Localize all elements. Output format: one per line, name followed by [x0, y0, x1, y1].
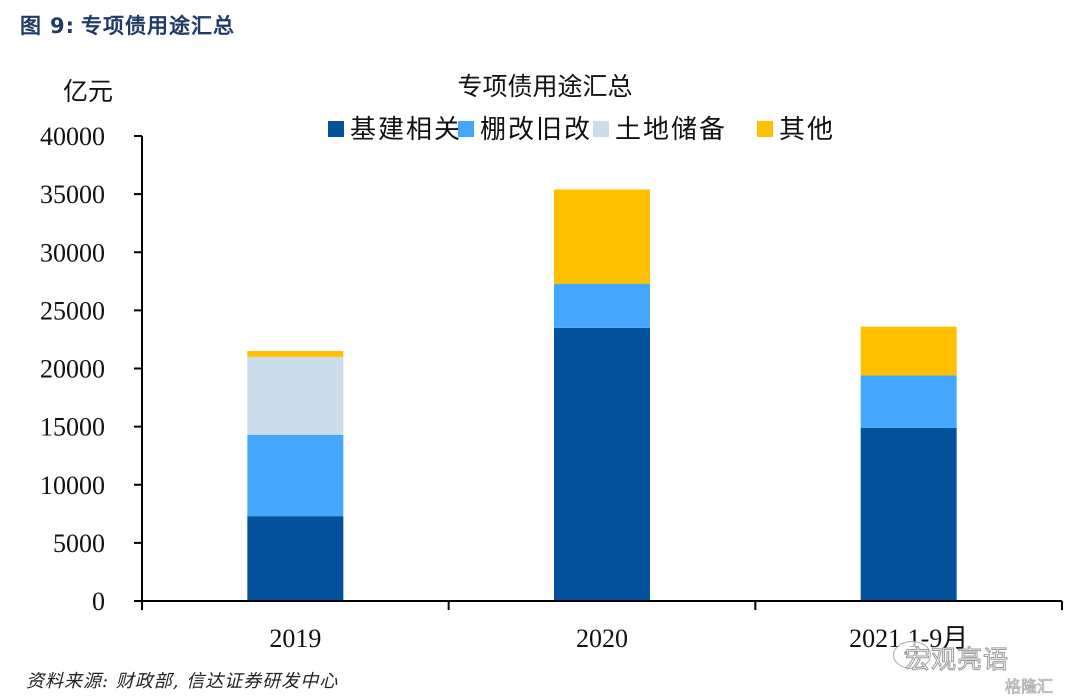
y-tick-label: 25000 [40, 296, 105, 325]
bar-segment-3 [247, 356, 344, 435]
legend-swatch [458, 121, 474, 137]
y-tick-label: 30000 [40, 238, 105, 267]
y-axis: 0 5000 10000 15000 20000 25000 30000 35000 40000 [40, 122, 143, 616]
bar-segment-4 [860, 326, 957, 376]
figure-label: 图 [20, 14, 42, 38]
bar-segment-2 [860, 375, 957, 428]
legend-swatch [757, 121, 773, 137]
legend-label: 其他 [779, 115, 835, 144]
y-tick-label: 5000 [53, 529, 105, 558]
legend-item: 土地储备 [593, 115, 727, 144]
legend-label: 土地储备 [615, 115, 727, 144]
bar-segment-1 [247, 516, 344, 601]
chart-title: 专项债用途汇总 [457, 73, 632, 101]
bar-stack [860, 326, 957, 601]
figure-title: 图 9: 专项债用途汇总 [20, 10, 235, 40]
y-tick-label: 10000 [40, 471, 105, 500]
bar-segment-2 [247, 434, 344, 517]
y-tick-label: 20000 [40, 355, 105, 384]
figure-caption: 专项债用途汇总 [81, 14, 236, 38]
legend-swatch [328, 121, 344, 137]
y-tick-label: 15000 [40, 413, 105, 442]
watermark-secondary: 格隆汇 [1005, 677, 1054, 697]
x-tick-label: 2019 [269, 624, 321, 653]
bar-segment-1 [860, 427, 957, 601]
legend-item: 其他 [757, 115, 835, 144]
bar-stack [554, 189, 650, 601]
bar-stack [247, 351, 344, 601]
legend-item: 棚改旧改 [458, 115, 592, 144]
y-tick-label: 0 [92, 587, 105, 616]
bars [247, 189, 957, 601]
bar-segment-4 [554, 189, 650, 284]
bar-segment-1 [554, 327, 650, 601]
legend-label: 基建相关 [350, 115, 462, 144]
wechat-watermark-icon [893, 641, 931, 669]
y-tick-label: 35000 [40, 180, 105, 209]
bar-segment-4 [247, 351, 344, 357]
figure-number: 9: [50, 14, 76, 38]
x-tick-label: 2020 [576, 624, 628, 653]
legend-label: 棚改旧改 [480, 115, 592, 144]
y-tick-label: 40000 [40, 122, 105, 151]
source-note: 资料来源: 财政部, 信达证券研发中心 [26, 671, 339, 692]
watermark-primary: 宏观亮语 [904, 645, 1010, 675]
legend: 基建相关 棚改旧改 土地储备 其他 [328, 115, 835, 144]
legend-item: 基建相关 [328, 115, 462, 144]
y-axis-unit-label: 亿元 [63, 78, 113, 106]
bar-segment-2 [554, 283, 650, 328]
legend-swatch [593, 121, 609, 137]
